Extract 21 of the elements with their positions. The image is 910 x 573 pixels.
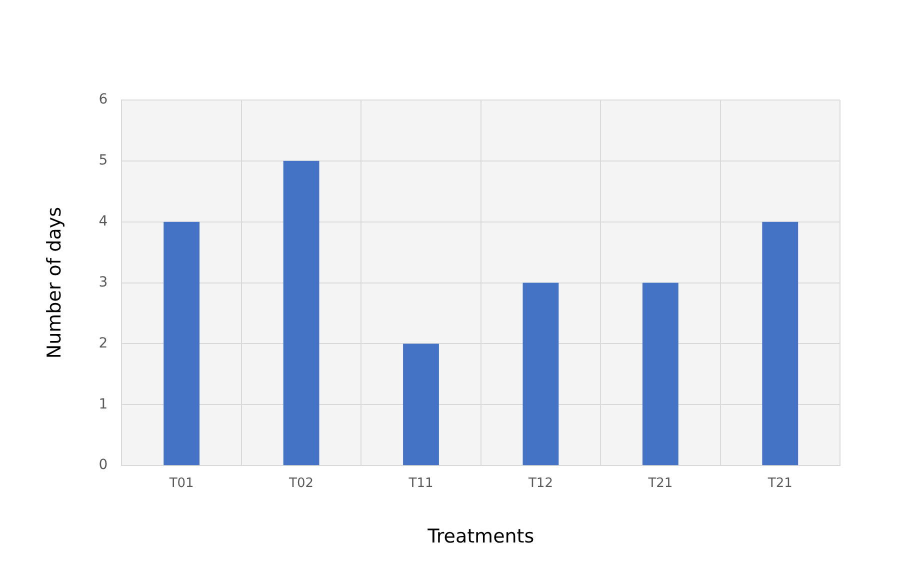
y-tick-label: 4 <box>98 214 108 230</box>
bar <box>164 222 200 466</box>
x-tick-label: T21 <box>647 476 673 491</box>
y-tick-label: 5 <box>98 152 108 169</box>
x-tick-label: T12 <box>527 476 553 491</box>
y-axis-title: Number of days <box>43 207 66 359</box>
bar <box>642 282 678 466</box>
y-tick-label: 3 <box>98 274 108 290</box>
x-tick-label: T21 <box>766 476 792 491</box>
y-tick-label: 1 <box>98 396 108 412</box>
y-tick-label: 2 <box>98 335 108 352</box>
bar <box>403 344 439 466</box>
x-axis-title: Treatments <box>426 526 534 548</box>
x-tick-label: T11 <box>408 476 434 491</box>
y-tick-label: 0 <box>98 457 108 474</box>
y-tick-label: 6 <box>98 92 108 108</box>
x-tick-label: T01 <box>168 476 194 491</box>
bar <box>762 222 798 466</box>
bar <box>522 282 559 466</box>
x-tick-label: T02 <box>288 476 314 491</box>
bar <box>283 160 320 466</box>
